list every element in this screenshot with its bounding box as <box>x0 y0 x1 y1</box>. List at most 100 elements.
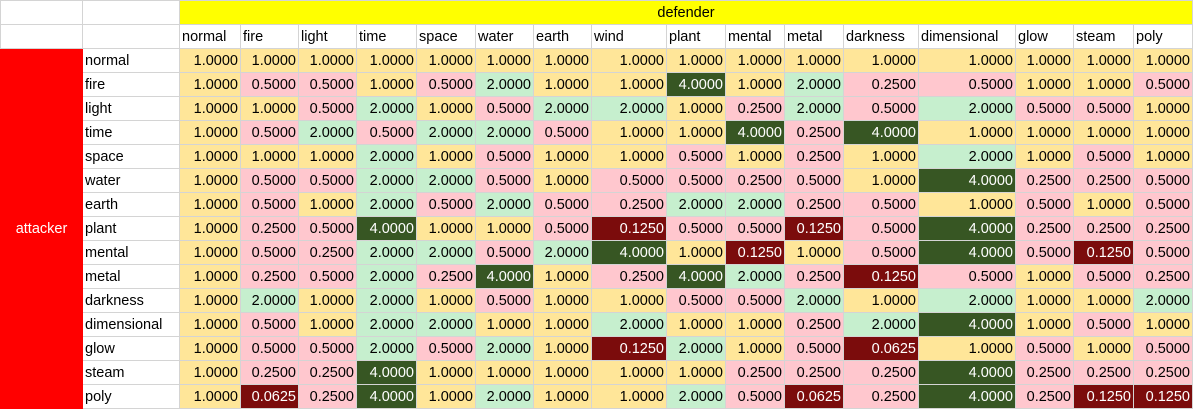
value-cell[interactable]: 1.0000 <box>725 336 785 361</box>
value-cell[interactable]: 1.0000 <box>533 48 592 73</box>
value-cell[interactable]: 0.1250 <box>1133 384 1193 409</box>
value-cell[interactable]: 1.0000 <box>1015 144 1074 169</box>
row-header-fire[interactable]: fire <box>82 72 180 97</box>
value-cell[interactable]: 1.0000 <box>416 144 476 169</box>
value-cell[interactable]: 4.0000 <box>918 360 1016 385</box>
corner-cell[interactable] <box>82 24 180 49</box>
value-cell[interactable]: 1.0000 <box>179 96 241 121</box>
value-cell[interactable]: 0.5000 <box>1073 312 1134 337</box>
row-header-metal[interactable]: metal <box>82 264 180 289</box>
value-cell[interactable]: 4.0000 <box>356 360 417 385</box>
value-cell[interactable]: 1.0000 <box>533 336 592 361</box>
value-cell[interactable]: 1.0000 <box>179 192 241 217</box>
value-cell[interactable]: 2.0000 <box>725 264 785 289</box>
value-cell[interactable]: 1.0000 <box>179 216 241 241</box>
value-cell[interactable]: 0.2500 <box>725 168 785 193</box>
value-cell[interactable]: 1.0000 <box>1073 336 1134 361</box>
value-cell[interactable]: 0.2500 <box>591 192 667 217</box>
value-cell[interactable]: 1.0000 <box>918 120 1016 145</box>
value-cell[interactable]: 0.5000 <box>666 216 726 241</box>
value-cell[interactable]: 0.5000 <box>475 144 534 169</box>
value-cell[interactable]: 1.0000 <box>475 312 534 337</box>
corner-cell[interactable] <box>0 24 83 49</box>
value-cell[interactable]: 1.0000 <box>725 312 785 337</box>
column-header-steam[interactable]: steam <box>1073 24 1134 49</box>
value-cell[interactable]: 0.5000 <box>1133 240 1193 265</box>
attacker-header[interactable]: attacker <box>0 48 83 409</box>
value-cell[interactable]: 1.0000 <box>843 288 919 313</box>
value-cell[interactable]: 0.2500 <box>1133 216 1193 241</box>
value-cell[interactable]: 0.5000 <box>416 192 476 217</box>
column-header-metal[interactable]: metal <box>784 24 844 49</box>
value-cell[interactable]: 0.5000 <box>1073 264 1134 289</box>
value-cell[interactable]: 0.5000 <box>298 216 357 241</box>
value-cell[interactable]: 1.0000 <box>298 48 357 73</box>
value-cell[interactable]: 0.5000 <box>475 240 534 265</box>
value-cell[interactable]: 1.0000 <box>666 360 726 385</box>
value-cell[interactable]: 0.0625 <box>240 384 299 409</box>
value-cell[interactable]: 1.0000 <box>666 240 726 265</box>
defender-header[interactable]: defender <box>179 0 1193 25</box>
value-cell[interactable]: 1.0000 <box>179 48 241 73</box>
value-cell[interactable]: 1.0000 <box>533 72 592 97</box>
value-cell[interactable]: 0.2500 <box>784 192 844 217</box>
row-header-mental[interactable]: mental <box>82 240 180 265</box>
value-cell[interactable]: 0.5000 <box>240 312 299 337</box>
value-cell[interactable]: 4.0000 <box>356 384 417 409</box>
value-cell[interactable]: 1.0000 <box>416 48 476 73</box>
value-cell[interactable]: 0.2500 <box>1015 360 1074 385</box>
value-cell[interactable]: 0.2500 <box>784 312 844 337</box>
value-cell[interactable]: 4.0000 <box>918 384 1016 409</box>
value-cell[interactable]: 1.0000 <box>591 360 667 385</box>
value-cell[interactable]: 0.2500 <box>591 264 667 289</box>
row-header-glow[interactable]: glow <box>82 336 180 361</box>
value-cell[interactable]: 0.5000 <box>475 96 534 121</box>
value-cell[interactable]: 1.0000 <box>240 48 299 73</box>
corner-cell[interactable] <box>0 0 83 25</box>
value-cell[interactable]: 2.0000 <box>240 288 299 313</box>
row-header-light[interactable]: light <box>82 96 180 121</box>
value-cell[interactable]: 2.0000 <box>356 192 417 217</box>
value-cell[interactable]: 0.2500 <box>1073 168 1134 193</box>
value-cell[interactable]: 0.5000 <box>1073 96 1134 121</box>
value-cell[interactable]: 0.5000 <box>475 288 534 313</box>
value-cell[interactable]: 0.5000 <box>533 216 592 241</box>
value-cell[interactable]: 2.0000 <box>416 312 476 337</box>
value-cell[interactable]: 1.0000 <box>416 384 476 409</box>
value-cell[interactable]: 1.0000 <box>666 120 726 145</box>
value-cell[interactable]: 2.0000 <box>356 312 417 337</box>
value-cell[interactable]: 1.0000 <box>1073 48 1134 73</box>
value-cell[interactable]: 0.5000 <box>298 264 357 289</box>
value-cell[interactable]: 1.0000 <box>179 360 241 385</box>
column-header-earth[interactable]: earth <box>533 24 592 49</box>
value-cell[interactable]: 0.5000 <box>298 96 357 121</box>
value-cell[interactable]: 1.0000 <box>591 120 667 145</box>
row-header-poly[interactable]: poly <box>82 384 180 409</box>
value-cell[interactable]: 1.0000 <box>416 360 476 385</box>
row-header-earth[interactable]: earth <box>82 192 180 217</box>
value-cell[interactable]: 2.0000 <box>416 240 476 265</box>
value-cell[interactable]: 0.1250 <box>1073 384 1134 409</box>
value-cell[interactable]: 2.0000 <box>356 96 417 121</box>
value-cell[interactable]: 0.5000 <box>784 336 844 361</box>
value-cell[interactable]: 0.5000 <box>240 336 299 361</box>
value-cell[interactable]: 0.2500 <box>843 360 919 385</box>
value-cell[interactable]: 1.0000 <box>533 312 592 337</box>
value-cell[interactable]: 1.0000 <box>475 360 534 385</box>
value-cell[interactable]: 4.0000 <box>666 264 726 289</box>
value-cell[interactable]: 1.0000 <box>475 216 534 241</box>
value-cell[interactable]: 0.2500 <box>1015 216 1074 241</box>
value-cell[interactable]: 0.2500 <box>784 120 844 145</box>
value-cell[interactable]: 4.0000 <box>918 216 1016 241</box>
value-cell[interactable]: 1.0000 <box>784 48 844 73</box>
value-cell[interactable]: 0.2500 <box>1073 360 1134 385</box>
value-cell[interactable]: 2.0000 <box>416 120 476 145</box>
value-cell[interactable]: 0.5000 <box>298 336 357 361</box>
value-cell[interactable]: 2.0000 <box>918 96 1016 121</box>
value-cell[interactable]: 1.0000 <box>1015 72 1074 97</box>
value-cell[interactable]: 2.0000 <box>356 264 417 289</box>
value-cell[interactable]: 1.0000 <box>179 288 241 313</box>
value-cell[interactable]: 2.0000 <box>843 312 919 337</box>
value-cell[interactable]: 1.0000 <box>784 240 844 265</box>
value-cell[interactable]: 1.0000 <box>179 168 241 193</box>
